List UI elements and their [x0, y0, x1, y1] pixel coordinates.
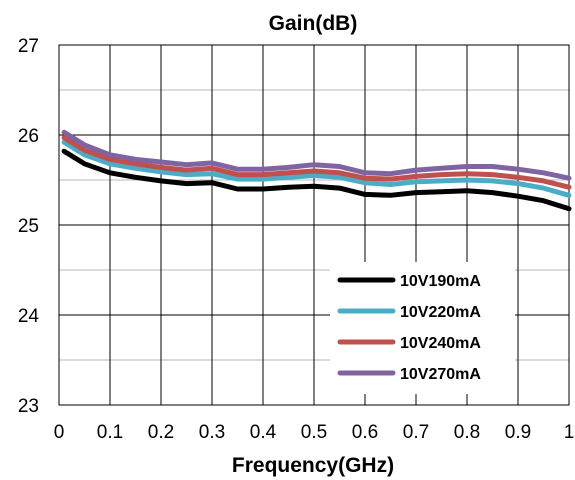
- x-tick-label: 0.9: [505, 422, 531, 443]
- y-tick-label: 26: [18, 126, 39, 147]
- y-tick-label: 27: [18, 36, 39, 57]
- x-axis: 0 0.1 0.2 0.3 0.4 0.5 0.6 0.7 0.8 0.9 1: [54, 422, 575, 443]
- legend-label: 10V220mA: [400, 304, 481, 321]
- y-tick-label: 25: [18, 216, 39, 237]
- plot-area: [58, 44, 570, 406]
- x-tick-label: 0.7: [403, 422, 429, 443]
- series-line-10V220mA: [61, 139, 572, 198]
- x-tick-label: 0.2: [148, 422, 174, 443]
- legend-label: 10V190mA: [400, 273, 481, 290]
- series-line-10V240mA: [61, 135, 572, 190]
- series-lines: [61, 129, 572, 212]
- x-tick-label: 0.1: [97, 422, 123, 443]
- x-tick-label: 0.5: [301, 422, 327, 443]
- x-tick-label: 0.8: [454, 422, 480, 443]
- chart-title: Gain(dB): [269, 12, 358, 35]
- series-line-10V270mA: [61, 129, 572, 181]
- x-axis-label: Frequency(GHz): [232, 454, 394, 477]
- y-tick-label: 24: [18, 306, 40, 327]
- x-tick-label: 0.6: [352, 422, 378, 443]
- legend: 10V190mA 10V220mA 10V240mA 10V270mA: [330, 262, 515, 394]
- x-tick-label: 0.4: [250, 422, 277, 443]
- x-tick-label: 0: [54, 422, 65, 443]
- series-line-10V190mA: [61, 148, 572, 212]
- x-tick-label: 0.3: [199, 422, 225, 443]
- legend-label: 10V270mA: [400, 366, 481, 383]
- legend-label: 10V240mA: [400, 335, 481, 352]
- x-tick-label: 1: [564, 422, 575, 443]
- y-axis: 23 24 25 26 27: [18, 36, 40, 417]
- y-tick-label: 23: [18, 396, 39, 417]
